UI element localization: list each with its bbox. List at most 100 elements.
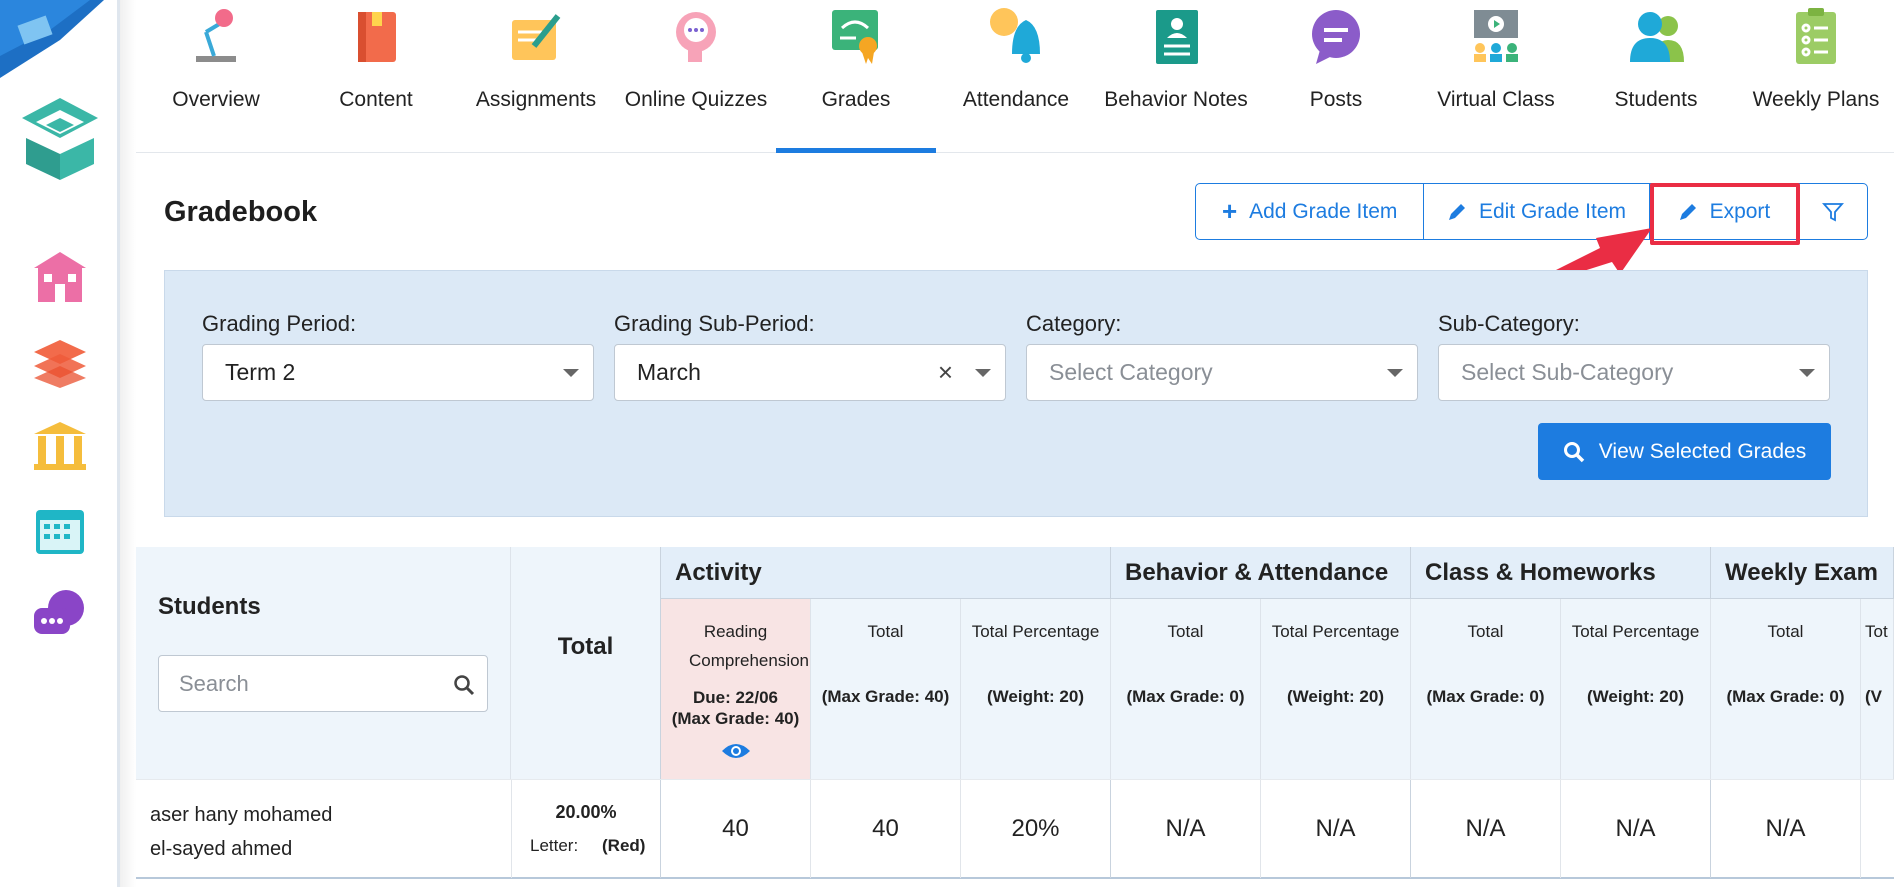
tab-label: Virtual Class [1437, 88, 1555, 111]
column-title: Tot [1865, 622, 1888, 641]
column-subtitle: (Max Grade: 40) [821, 687, 950, 706]
column-header-activity-total: Total (Max Grade: 40) [811, 599, 961, 779]
group-header-activity: Activity [661, 547, 1111, 599]
eye-icon[interactable] [720, 741, 752, 761]
edit-grade-item-button[interactable]: Edit Grade Item [1424, 184, 1650, 239]
pen-paper-icon [512, 14, 561, 60]
tab-grades[interactable]: Grades [776, 0, 936, 153]
view-selected-grades-button[interactable]: View Selected Grades [1538, 423, 1831, 480]
tab-content[interactable]: Content [296, 0, 456, 153]
group-header-class-homeworks: Class & Homeworks [1411, 547, 1711, 599]
letter-label: Letter: [530, 836, 579, 855]
sub-category-placeholder: Select Sub-Category [1461, 359, 1674, 385]
column-title: Total [1467, 622, 1504, 641]
corner-logo-icon [0, 0, 104, 78]
grading-period-label: Grading Period: [202, 311, 357, 336]
clipboard-list-icon [1796, 8, 1836, 64]
tab-attendance[interactable]: Attendance [936, 0, 1096, 153]
search-icon[interactable] [453, 674, 475, 696]
category-placeholder: Select Category [1049, 359, 1213, 385]
total-header: Total [557, 633, 614, 660]
sub-category-label: Sub-Category: [1438, 311, 1580, 336]
tab-assignments[interactable]: Assignments [456, 0, 616, 153]
tab-overview[interactable]: Overview [136, 0, 296, 153]
institution-icon[interactable] [30, 418, 90, 474]
caret-down-icon [1799, 369, 1815, 377]
student-name-line1: aser hany mohamed [150, 804, 333, 826]
column-title: Total [1767, 622, 1804, 641]
grade-cell: N/A [1711, 780, 1861, 878]
grading-sub-period-value: March [637, 359, 701, 385]
bell-clock-icon [990, 8, 1040, 63]
column-title: Total Percentage [1571, 622, 1700, 641]
search-icon [1563, 441, 1585, 462]
grade-cell: N/A [1561, 780, 1711, 878]
grade-cell: N/A [1411, 780, 1561, 878]
active-tab-indicator [776, 148, 936, 153]
column-title: Total [1167, 622, 1204, 641]
column-title: Total Percentage [971, 622, 1100, 641]
column-subtitle: (Max Grade: 0) [1126, 687, 1245, 706]
column-header-weekly-total: Total (Max Grade: 0) [1711, 599, 1861, 779]
grading-sub-period-select[interactable]: March × [614, 344, 1006, 401]
student-name-line2: el-sayed ahmed [150, 838, 293, 860]
column-subtitle: (Max Grade: 0) [1426, 687, 1545, 706]
column-header-homeworks-percentage: Total Percentage (Weight: 20) [1561, 599, 1711, 779]
tab-behavior-notes[interactable]: Behavior Notes [1096, 0, 1256, 153]
filter-icon [1822, 202, 1845, 221]
layers-icon[interactable] [30, 334, 90, 390]
tab-label: Online Quizzes [624, 88, 768, 111]
filter-panel: Grading Period: Term 2 Grading Sub-Perio… [164, 270, 1868, 517]
add-grade-item-button[interactable]: + Add Grade Item [1196, 184, 1425, 239]
column-header-behavior-percentage: Total Percentage (Weight: 20) [1261, 599, 1411, 779]
tab-label: Posts [1309, 88, 1363, 111]
filter-button[interactable] [1799, 184, 1867, 239]
total-percent: 20.00% [555, 802, 617, 822]
column-title: Total Percentage [1271, 622, 1400, 641]
caret-down-icon [975, 369, 991, 377]
column-subtitle: (Max Grade: 0) [1726, 687, 1845, 706]
grade-cell[interactable]: 40 [661, 780, 811, 878]
presentation-icon [1474, 10, 1518, 62]
column-header-activity-percentage: Total Percentage (Weight: 20) [961, 599, 1111, 779]
grading-sub-period-label: Grading Sub-Period: [614, 311, 815, 336]
school-logo-icon[interactable] [16, 92, 104, 184]
calendar-icon[interactable] [30, 502, 90, 558]
grading-period-select[interactable]: Term 2 [202, 344, 594, 401]
pencil-icon [1679, 203, 1696, 220]
chat-support-icon[interactable] [30, 586, 90, 642]
pencil-icon [1448, 203, 1465, 220]
column-header-reading-comprehension[interactable]: Reading Comprehension Due: 22/06 (Max Gr… [661, 599, 811, 779]
add-grade-item-label: Add Grade Item [1249, 199, 1398, 223]
tab-label: Assignments [475, 88, 597, 111]
student-search-input[interactable]: Search [158, 655, 488, 712]
tab-online-quizzes[interactable]: Online Quizzes [616, 0, 776, 153]
total-header-cell: Total [511, 547, 661, 779]
desk-lamp-icon [196, 9, 236, 62]
clear-icon[interactable]: × [937, 357, 953, 387]
category-select[interactable]: Select Category [1026, 344, 1418, 401]
grade-cell: 20% [961, 780, 1111, 878]
tab-label: Students [1614, 88, 1698, 111]
caret-down-icon [563, 369, 579, 377]
head-chat-icon [676, 12, 716, 62]
tab-weekly-plans[interactable]: Weekly Plans [1736, 0, 1894, 153]
tab-label: Weekly Plans [1752, 88, 1880, 111]
certificate-icon [832, 10, 878, 64]
tab-posts[interactable]: Posts [1256, 0, 1416, 153]
tab-students[interactable]: Students [1576, 0, 1736, 153]
sub-category-select[interactable]: Select Sub-Category [1438, 344, 1830, 401]
column-subtitle: (Weight: 20) [1587, 687, 1684, 706]
column-subtitle: (Weight: 20) [987, 687, 1084, 706]
school-building-icon[interactable] [30, 250, 90, 306]
page-title: Gradebook [164, 196, 318, 228]
column-title: Reading Comprehension [689, 622, 810, 670]
sidebar [0, 0, 120, 887]
export-button[interactable]: Export [1650, 184, 1800, 239]
tab-label: Content [339, 88, 413, 111]
table-row: aser hany mohamed el-sayed ahmed 20.00% … [136, 779, 1894, 879]
speech-bubble-icon [1312, 10, 1360, 64]
student-name[interactable]: aser hany mohamed el-sayed ahmed [150, 798, 332, 866]
tab-virtual-class[interactable]: Virtual Class [1416, 0, 1576, 153]
group-header-weekly-exam: Weekly Exam [1711, 547, 1894, 599]
